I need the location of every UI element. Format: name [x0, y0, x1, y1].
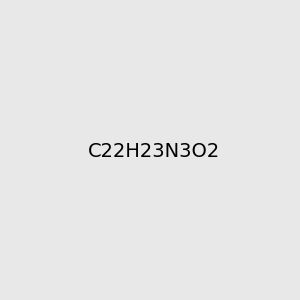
Text: C22H23N3O2: C22H23N3O2: [88, 142, 220, 161]
